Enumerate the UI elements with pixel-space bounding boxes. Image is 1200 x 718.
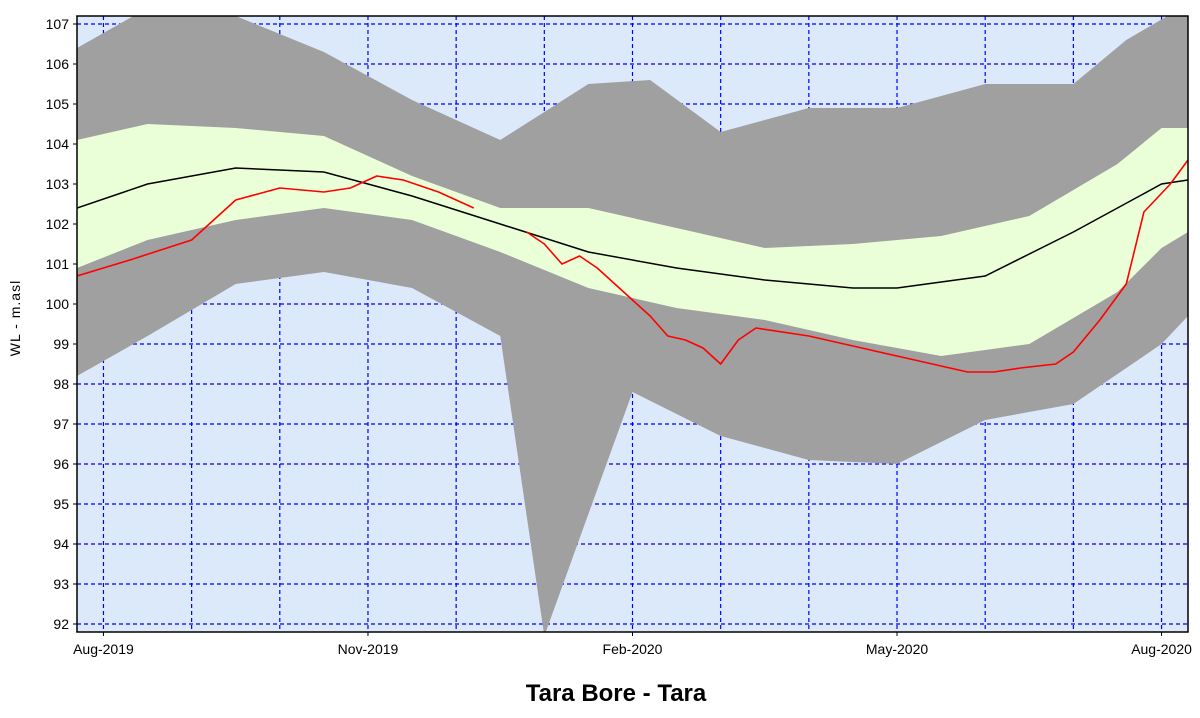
inner-range-band <box>77 124 1188 356</box>
y-tick-label: 100 <box>46 296 70 312</box>
y-tick-label: 101 <box>46 256 70 272</box>
y-tick-label: 105 <box>46 96 70 112</box>
y-tick-label: 93 <box>53 576 69 592</box>
y-tick-label: 94 <box>53 536 69 552</box>
y-tick-label: 103 <box>46 176 70 192</box>
y-tick-label: 98 <box>53 376 69 392</box>
y-tick-label: 96 <box>53 456 69 472</box>
y-tick-label: 104 <box>46 136 70 152</box>
x-tick-label: May-2020 <box>866 641 928 657</box>
y-axis-title: WL - m.asl <box>7 280 23 356</box>
x-tick-label: Nov-2019 <box>338 641 399 657</box>
observed-water-level-line <box>77 159 1188 373</box>
x-tick-label: Aug-2019 <box>73 641 134 657</box>
x-axis-ticks: Aug-2019 Nov-2019 Feb-2020 May-2020 Aug-2020 <box>73 632 1192 657</box>
y-tick-label: 107 <box>46 16 70 32</box>
chart-title: Tara Bore - Tara <box>526 680 707 707</box>
y-tick-label: 95 <box>53 496 69 512</box>
y-tick-label: 106 <box>46 56 70 72</box>
x-tick-label: Feb-2020 <box>603 641 663 657</box>
y-tick-label: 92 <box>53 616 69 632</box>
y-axis-ticks: 92 93 94 95 96 97 98 99 100 101 102 103 104 105 106 107 <box>46 16 77 632</box>
series-group <box>77 16 1188 632</box>
y-tick-label: 99 <box>53 336 69 352</box>
median-line <box>77 167 1188 289</box>
y-tick-label: 102 <box>46 216 70 232</box>
x-tick-label: Aug-2020 <box>1131 641 1192 657</box>
y-tick-label: 97 <box>53 416 69 432</box>
